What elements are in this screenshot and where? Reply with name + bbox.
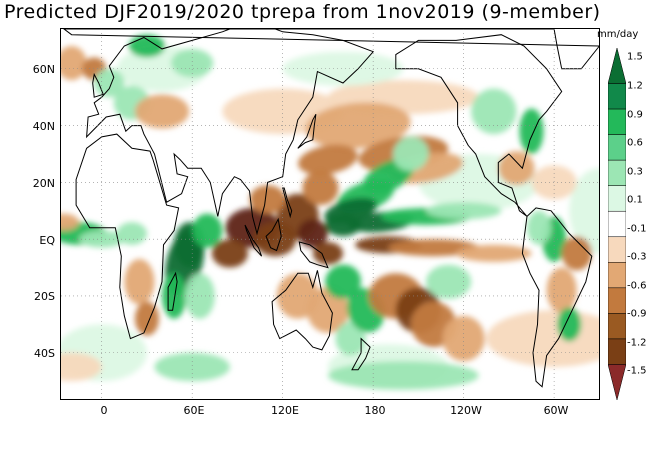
anomaly-blob [297,219,328,248]
anomaly-blob [171,48,214,78]
anomaly-blob [211,239,248,268]
anomaly-blob [327,361,479,390]
colorbar-units: mm/day [597,29,639,40]
lat-label-eq: EQ [39,234,55,247]
land-madagascar [167,271,178,311]
anomaly-blob [324,213,362,237]
colorbar-swatch [608,338,626,365]
anomaly-blob [298,144,358,175]
colorbar-label: -0.1 [627,223,647,235]
land-philippines [282,187,293,219]
colorbar-swatch [608,159,626,186]
graticule [61,29,599,399]
continent-outlines [63,29,599,388]
anomaly-blob [249,185,286,214]
colorbar-label: -0.3 [627,251,647,263]
lat-label-20s: 20S [34,290,55,303]
land-greenland [63,29,599,70]
colorbar-swatch [608,83,626,110]
anomaly-blob [302,171,339,206]
land-japan [297,113,317,149]
map-title: Predicted DJF2019/2020 tprepa from 1nov2… [4,1,601,23]
anomaly-blob [392,136,429,172]
map-canvas [61,29,599,399]
colorbar-swatch [608,48,626,84]
anomaly-blob [519,108,544,154]
anomaly-blob [306,287,350,333]
colorbar-swatch [608,313,626,340]
anomaly-blob [498,151,535,186]
anomaly-blob [325,264,361,299]
anomaly-blob [192,213,223,248]
lat-label-40s: 40S [34,347,55,360]
anomaly-blob [116,222,147,245]
anomaly-blob [124,259,155,305]
anomaly-blob [425,264,472,299]
anomaly-blob [569,168,599,254]
anomaly-blob [154,352,230,382]
colorbar-label: 0.1 [627,194,643,206]
anomaly-blob [425,202,502,220]
colorbar-swatch [608,134,626,161]
colorbar-swatch [608,185,626,212]
colorbar-swatch [608,236,626,263]
colorbar [608,48,626,400]
colorbar-swatch [608,262,626,289]
colorbar-swatch [608,287,626,314]
lat-label-60n: 60N [32,63,55,76]
lon-label-60w: 60W [543,404,569,417]
colorbar-label: -1.5 [627,365,647,377]
anomaly-blob [557,307,582,342]
anomaly-blob [526,210,552,245]
anomaly-blob [335,321,366,356]
anomaly-blob [471,88,517,135]
colorbar-label: -0.6 [627,280,647,292]
colorbar-label: 1.2 [627,80,643,92]
anomaly-blob [456,244,532,262]
lon-label-0: 0 [100,404,108,417]
lat-label-40n: 40N [32,120,55,133]
land-eurasia [85,29,375,236]
anomaly-blob [305,102,411,149]
colorbar-label: -1.2 [627,337,647,349]
land-new-guinea [298,241,329,269]
colorbar-label: 0.3 [627,166,643,178]
anomaly-blob [61,46,87,81]
anomaly-blob [531,165,577,200]
lon-label-180: 180 [364,404,386,417]
land-sumatra [244,224,263,257]
anomaly-blob [442,315,485,362]
land-south-america [521,207,593,388]
anomaly-field [61,34,599,390]
lon-label-120w: 120W [450,404,482,417]
colorbar-label: 0.6 [627,137,643,149]
lon-label-120e: 120E [271,404,299,417]
precipitation-map [60,28,600,400]
colorbar-swatch [608,210,626,238]
lon-label-60e: 60E [183,404,205,417]
land-north-america [395,34,563,217]
anomaly-blob [61,213,80,231]
anomaly-blob [184,273,215,319]
land-africa [75,133,180,340]
lat-label-20n: 20N [32,177,55,190]
anomaly-blob [134,94,190,129]
land-australia [271,270,333,351]
anomaly-blob [61,352,102,382]
anomaly-blob [312,242,343,265]
colorbar-swatch [608,108,626,135]
colorbar-label: 1.5 [627,51,643,63]
colorbar-label: -0.9 [627,308,647,320]
anomaly-blob [561,236,592,271]
land-borneo [265,217,282,252]
land-uk [92,72,104,98]
colorbar-label: 0.9 [627,109,643,121]
colorbar-swatch [608,364,626,400]
anomaly-blob [388,239,479,257]
